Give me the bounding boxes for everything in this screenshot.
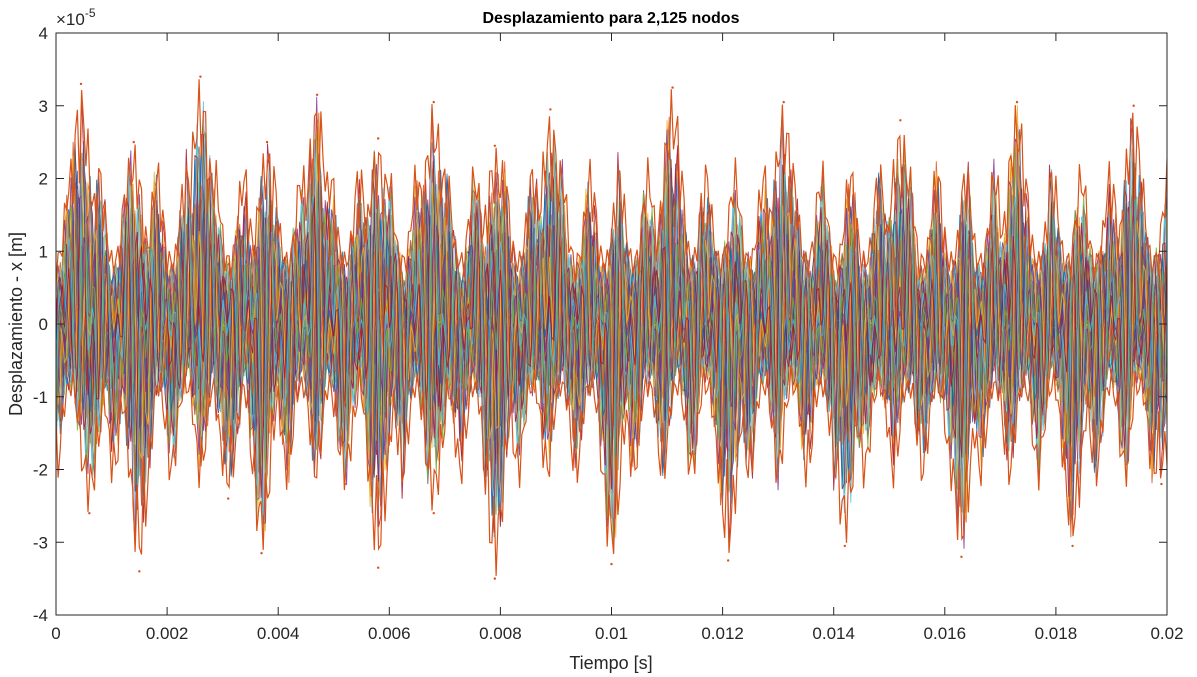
- y-axis-exponent: ×10-5: [56, 6, 96, 29]
- envelope-peak-point: [782, 100, 785, 104]
- x-tick-label: 0.004: [257, 624, 300, 643]
- x-tick-label: 0.014: [812, 624, 855, 643]
- y-axis-exponent-power: -5: [85, 6, 96, 20]
- x-tick-label: 0.016: [924, 624, 967, 643]
- y-axis-label: Desplazamiento - x [m]: [6, 232, 26, 416]
- x-tick-label: 0.012: [701, 624, 744, 643]
- y-tick-label: 2: [39, 170, 48, 189]
- envelope-peak-point: [1160, 482, 1163, 486]
- y-axis-exponent-base: ×10: [56, 10, 85, 29]
- ticks-group: 0 0.002 0.004 0.006 0.008 0.01 0.012 0.014 0.016…: [33, 24, 1184, 643]
- series-line: [56, 94, 1167, 549]
- envelope-peak-point: [1071, 544, 1074, 548]
- envelope-peak-point: [315, 93, 319, 97]
- envelope-peak-point: [260, 551, 263, 555]
- y-tick-label: 3: [39, 97, 48, 116]
- envelope-peak-point: [1015, 100, 1019, 104]
- x-tick-label: 0.02: [1150, 624, 1183, 643]
- x-axis-label: Tiempo [s]: [569, 653, 652, 673]
- envelope-peak-point: [960, 555, 963, 558]
- series-line: [56, 112, 1167, 538]
- envelope-peak-point: [132, 140, 135, 144]
- y-tick-label: -2: [33, 461, 48, 480]
- y-tick-label: -4: [33, 606, 48, 625]
- envelope-peak-point: [432, 100, 435, 104]
- envelope-peak-point: [493, 577, 497, 580]
- envelope-peak-point: [493, 144, 497, 147]
- chart-title: Desplazamiento para 2,125 nodos: [483, 10, 740, 27]
- envelope-peak-point: [843, 544, 847, 548]
- y-tick-label: 0: [39, 315, 48, 334]
- envelope-peak-point: [726, 559, 730, 562]
- envelope-peak-point: [138, 570, 141, 573]
- envelope-peak-point: [671, 86, 674, 89]
- x-tick-label: 0.002: [146, 624, 189, 643]
- envelope-peak-point: [343, 482, 347, 486]
- envelope-peak-point: [199, 75, 202, 78]
- envelope-peak-point: [432, 511, 435, 515]
- envelope-peak-point: [549, 108, 552, 111]
- x-tick-label: 0.018: [1035, 624, 1078, 643]
- envelope-peak-point: [79, 82, 83, 86]
- envelope-peak-point: [227, 497, 230, 500]
- envelope-line-up: [56, 79, 1167, 285]
- envelope-peak-point: [376, 566, 380, 569]
- x-tick-label: 0.01: [595, 624, 628, 643]
- x-tick-label: 0.008: [479, 624, 522, 643]
- y-tick-label: -1: [33, 388, 48, 407]
- x-tick-label: 0.006: [368, 624, 411, 643]
- envelope-line-lo: [56, 365, 1167, 576]
- x-tick-label: 0: [51, 624, 60, 643]
- series-group: [56, 75, 1167, 580]
- envelope-peak-point: [265, 140, 269, 144]
- y-tick-label: -3: [33, 533, 48, 552]
- y-tick-label: 4: [39, 24, 48, 43]
- envelope-peak-point: [899, 119, 902, 122]
- envelope-peak-point: [610, 562, 613, 566]
- envelope-peak-point: [376, 137, 380, 140]
- envelope-peak-point: [88, 511, 91, 515]
- envelope-peak-point: [1132, 104, 1135, 107]
- y-tick-label: 1: [39, 242, 48, 261]
